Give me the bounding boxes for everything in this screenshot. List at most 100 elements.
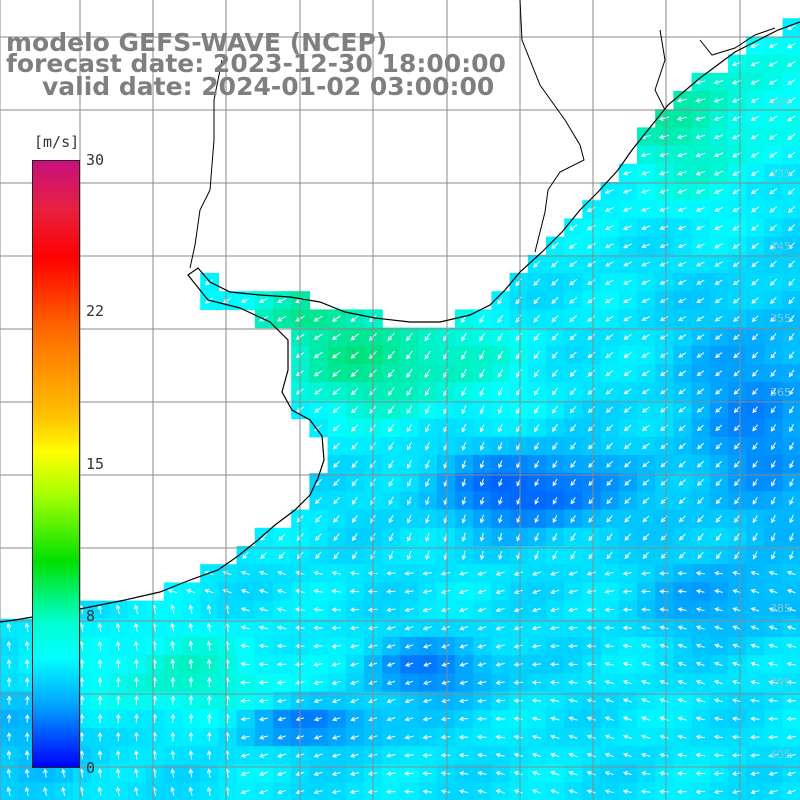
wind-arrow xyxy=(440,716,450,722)
wind-arrow xyxy=(386,662,396,667)
wind-arrow xyxy=(495,771,505,776)
wind-arrow xyxy=(313,662,323,667)
wind-arrow xyxy=(422,589,433,594)
wind-arrow xyxy=(734,551,740,560)
wind-arrow xyxy=(551,405,559,414)
wind-arrow xyxy=(24,731,30,742)
country-border xyxy=(699,27,776,56)
wind-arrow xyxy=(424,368,431,378)
wind-arrow xyxy=(331,662,342,667)
wind-arrow xyxy=(604,661,615,667)
wind-arrow xyxy=(258,771,269,777)
wind-arrow xyxy=(570,424,577,432)
wind-arrow xyxy=(696,388,705,395)
wind-arrow xyxy=(695,98,706,103)
wind-arrow xyxy=(313,698,323,704)
wind-arrow xyxy=(276,661,287,667)
wind-arrow xyxy=(513,789,523,794)
wind-arrow xyxy=(387,387,395,396)
wind-arrow xyxy=(495,662,505,667)
wind-arrow xyxy=(678,442,686,450)
wind-arrow xyxy=(606,479,613,486)
wind-arrow xyxy=(333,478,340,487)
wind-arrow xyxy=(258,698,269,704)
wind-arrow xyxy=(497,423,503,433)
wind-arrow xyxy=(587,279,596,286)
wind-arrow xyxy=(695,261,705,267)
wind-arrow xyxy=(458,789,469,794)
wind-arrow xyxy=(641,661,651,667)
wind-arrow xyxy=(350,351,359,359)
wind-arrow xyxy=(640,589,651,594)
wind-arrow xyxy=(695,752,706,758)
wind-arrow xyxy=(533,332,540,341)
wind-arrow xyxy=(768,570,778,576)
wind-arrow xyxy=(134,786,139,796)
wind-arrow xyxy=(133,604,139,615)
wind-arrow xyxy=(622,716,633,721)
wind-arrow xyxy=(534,496,539,505)
wind-arrow xyxy=(768,789,778,795)
wind-arrow xyxy=(351,460,358,469)
wind-arrow xyxy=(752,551,758,560)
wind-arrow xyxy=(277,771,287,777)
wind-arrow xyxy=(714,279,723,285)
wind-arrow xyxy=(331,625,342,631)
wind-arrow xyxy=(170,731,176,742)
wind-arrow xyxy=(459,662,469,667)
wind-arrow xyxy=(258,680,269,685)
wind-arrow xyxy=(750,661,760,667)
wind-arrow xyxy=(586,571,596,576)
wind-arrow xyxy=(678,497,686,505)
wind-arrow xyxy=(586,643,596,649)
wind-arrow xyxy=(678,406,687,413)
wind-arrow xyxy=(534,405,540,415)
wind-arrow xyxy=(786,771,796,776)
wind-arrow xyxy=(332,424,341,432)
wind-arrow xyxy=(769,151,778,158)
wind-arrow xyxy=(386,716,396,722)
wind-arrow xyxy=(349,662,360,667)
wind-arrow xyxy=(622,643,633,649)
wind-arrow xyxy=(24,677,30,687)
wind-arrow xyxy=(587,315,596,322)
wind-arrow xyxy=(713,698,724,703)
wind-arrow xyxy=(750,570,760,576)
wind-arrow xyxy=(134,658,139,669)
wind-arrow xyxy=(752,533,758,542)
wind-arrow xyxy=(714,625,723,630)
wind-arrow xyxy=(331,589,342,594)
wind-arrow xyxy=(440,734,451,740)
wind-arrow xyxy=(695,570,705,576)
wind-arrow xyxy=(768,97,778,103)
wind-arrow xyxy=(550,789,560,794)
wind-arrow xyxy=(752,442,758,450)
wind-arrow xyxy=(786,716,797,722)
wind-arrow xyxy=(495,589,505,595)
wind-arrow xyxy=(659,225,669,231)
wind-arrow xyxy=(170,676,176,688)
wind-arrow xyxy=(606,497,613,505)
wind-arrow xyxy=(713,752,724,758)
wind-arrow xyxy=(206,786,212,797)
wind-arrow xyxy=(314,497,322,505)
wind-arrow xyxy=(260,551,268,560)
wind-arrow xyxy=(677,189,687,194)
wind-arrow xyxy=(425,423,431,433)
wind-arrow xyxy=(714,261,723,267)
wind-arrow xyxy=(97,768,103,778)
wind-arrow xyxy=(188,604,194,615)
wind-arrow xyxy=(786,643,797,649)
wind-arrow xyxy=(349,644,360,649)
wind-arrow xyxy=(713,134,724,140)
wind-arrow xyxy=(713,771,724,776)
colorbar-tick: 22 xyxy=(86,302,105,320)
wind-arrow xyxy=(678,479,686,486)
wind-arrow xyxy=(351,515,358,523)
wind-arrow xyxy=(640,625,651,631)
wind-arrow xyxy=(568,789,578,794)
wind-arrow xyxy=(624,533,632,541)
wind-arrow xyxy=(679,551,686,559)
wind-arrow xyxy=(167,588,178,594)
wind-arrow xyxy=(641,406,650,413)
